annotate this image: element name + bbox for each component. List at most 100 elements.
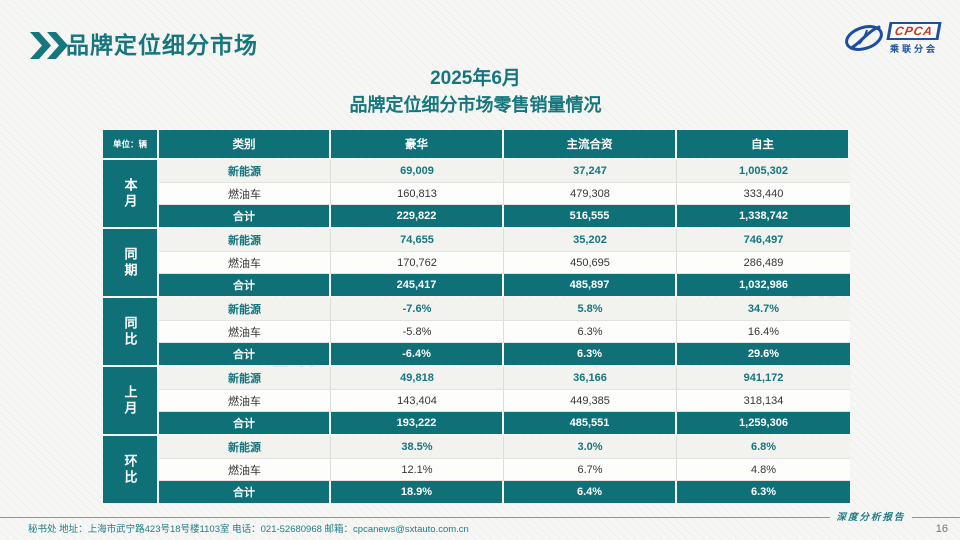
value-cell: 6.7% xyxy=(504,459,677,480)
category-cell: 合计 xyxy=(159,205,331,227)
table-row: 合计 193,222 485,551 1,259,306 xyxy=(159,412,850,434)
table-header-row: 单位：辆 类别 豪华 主流合资 自主 xyxy=(103,130,848,158)
value-cell: 1,005,302 xyxy=(739,165,788,177)
value-cell: -6.4% xyxy=(331,343,504,365)
value-cell: 69,009 xyxy=(331,160,504,182)
value-cell: -5.8% xyxy=(331,321,504,342)
value-cell: 6.3% xyxy=(750,486,777,498)
category-cell: 燃油车 xyxy=(159,183,331,204)
value-cell: 18.9% xyxy=(331,481,504,503)
table-row: 新能源 69,009 37,247 1,005,302 xyxy=(159,160,850,182)
table-row: 新能源 49,818 36,166 941,172 xyxy=(159,367,850,389)
sales-table: 单位：辆 类别 豪华 主流合资 自主 本月 新能源 69,009 37,247 1,00… xyxy=(103,130,850,503)
row-group-label: 同期 xyxy=(103,229,157,296)
table-row: 合计 229,822 516,555 1,338,742 xyxy=(159,205,850,227)
value-cell: 449,385 xyxy=(504,390,677,411)
value-cell: 1,338,742 xyxy=(739,210,788,222)
category-cell: 合计 xyxy=(159,481,331,503)
report-series-label: 深度分析报告 xyxy=(836,512,906,523)
cpca-oval-swoosh-icon xyxy=(843,22,885,65)
category-cell: 燃油车 xyxy=(159,459,331,480)
value-cell: 318,134 xyxy=(743,394,784,407)
value-cell: -7.6% xyxy=(331,298,504,320)
category-cell: 燃油车 xyxy=(159,252,331,273)
page-number: 16 xyxy=(935,523,948,535)
category-cell: 新能源 xyxy=(159,160,331,182)
value-cell: 333,440 xyxy=(743,187,784,200)
table-row: 合计 18.9% 6.4% 6.3% xyxy=(159,481,850,503)
value-cell: 160,813 xyxy=(331,183,504,204)
value-cell: 5.8% xyxy=(504,298,677,320)
column-header-mainstream-jv: 主流合资 xyxy=(504,130,677,158)
row-group-label: 上月 xyxy=(103,367,157,434)
value-cell: 6.4% xyxy=(504,481,677,503)
table-row: 合计 -6.4% 6.3% 29.6% xyxy=(159,343,850,365)
value-cell: 3.0% xyxy=(504,436,677,458)
cpca-logo-flag: CPCA xyxy=(886,22,942,40)
value-cell: 170,762 xyxy=(331,252,504,273)
value-cell: 36,166 xyxy=(504,367,677,389)
table-row: 合计 245,417 485,897 1,032,986 xyxy=(159,274,850,296)
value-cell: 1,032,986 xyxy=(739,279,788,291)
table-row: 新能源 -7.6% 5.8% 34.7% xyxy=(159,298,850,320)
table-body: 本月 新能源 69,009 37,247 1,005,302 燃油车 160,813 479,… xyxy=(103,160,850,503)
report-title: 2025年6月 品牌定位细分市场零售销量情况 xyxy=(103,66,848,118)
value-cell: 49,818 xyxy=(331,367,504,389)
value-cell: 229,822 xyxy=(331,205,504,227)
table-row: 燃油车 143,404 449,385 318,134 xyxy=(159,389,850,412)
value-cell: 29.6% xyxy=(747,348,780,360)
footer-divider-left xyxy=(0,517,830,518)
row-group-label: 同比 xyxy=(103,298,157,365)
value-cell: 286,489 xyxy=(743,256,784,269)
table-row: 燃油车 160,813 479,308 333,440 xyxy=(159,182,850,205)
category-cell: 燃油车 xyxy=(159,321,331,342)
table-row: 燃油车 170,762 450,695 286,489 xyxy=(159,251,850,274)
value-cell: 1,259,306 xyxy=(739,417,788,429)
value-cell: 193,222 xyxy=(331,412,504,434)
double-chevron-right-icon xyxy=(30,32,68,64)
table-row-group: 环比 新能源 38.5% 3.0% 6.8% 燃油车 12.1% 6.7% 4.8% 合计 18.9… xyxy=(103,436,850,503)
value-cell: 941,172 xyxy=(743,372,784,384)
category-cell: 新能源 xyxy=(159,436,331,458)
table-row: 燃油车 12.1% 6.7% 4.8% xyxy=(159,458,850,481)
cpca-logo-acronym: CPCA xyxy=(889,24,939,38)
category-cell: 新能源 xyxy=(159,367,331,389)
category-cell: 新能源 xyxy=(159,229,331,251)
cpca-logo: CPCA 乘联分会 xyxy=(843,22,942,65)
report-date: 2025年6月 xyxy=(430,68,521,89)
category-cell: 合计 xyxy=(159,343,331,365)
unit-label: 单位：辆 xyxy=(103,130,159,158)
footer-contact-info: 秘书处 地址：上海市武宁路423号18号楼1103室 电话：021-526809… xyxy=(28,524,469,535)
value-cell: 16.4% xyxy=(747,325,780,338)
table-row: 新能源 74,655 35,202 746,497 xyxy=(159,229,850,251)
value-cell: 479,308 xyxy=(504,183,677,204)
value-cell: 143,404 xyxy=(331,390,504,411)
report-subtitle: 品牌定位细分市场零售销量情况 xyxy=(349,95,602,115)
value-cell: 35,202 xyxy=(504,229,677,251)
value-cell: 6.3% xyxy=(504,321,677,342)
row-group-label: 本月 xyxy=(103,160,157,227)
value-cell: 4.8% xyxy=(750,463,777,476)
value-cell: 450,695 xyxy=(504,252,677,273)
table-row-group: 本月 新能源 69,009 37,247 1,005,302 燃油车 160,813 479,… xyxy=(103,160,850,227)
category-cell: 燃油车 xyxy=(159,390,331,411)
column-header-luxury: 豪华 xyxy=(331,130,504,158)
row-group-label: 环比 xyxy=(103,436,157,503)
table-row-group: 上月 新能源 49,818 36,166 941,172 燃油车 143,404 449,38… xyxy=(103,367,850,434)
value-cell: 12.1% xyxy=(331,459,504,480)
page-title: 品牌定位细分市场 xyxy=(66,32,258,58)
value-cell: 485,551 xyxy=(504,412,677,434)
value-cell: 245,417 xyxy=(331,274,504,296)
cpca-logo-text: CPCA 乘联分会 xyxy=(886,22,942,55)
value-cell: 516,555 xyxy=(504,205,677,227)
cpca-logo-subtext: 乘联分会 xyxy=(889,44,938,54)
value-cell: 485,897 xyxy=(504,274,677,296)
value-cell: 74,655 xyxy=(331,229,504,251)
value-cell: 6.8% xyxy=(750,441,777,453)
value-cell: 746,497 xyxy=(743,234,784,246)
category-cell: 合计 xyxy=(159,412,331,434)
table-row: 新能源 38.5% 3.0% 6.8% xyxy=(159,436,850,458)
value-cell: 37,247 xyxy=(504,160,677,182)
category-cell: 合计 xyxy=(159,274,331,296)
